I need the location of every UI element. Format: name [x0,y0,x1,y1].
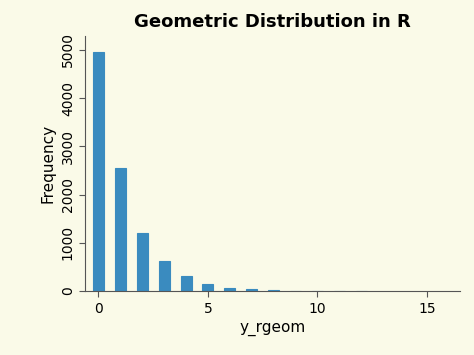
Bar [268,290,279,291]
Bar [93,53,104,291]
Bar [224,288,235,291]
Bar [246,289,257,291]
Title: Geometric Distribution in R: Geometric Distribution in R [134,13,411,31]
Bar [137,233,148,291]
Bar [202,284,213,291]
Bar [159,261,170,291]
Y-axis label: Frequency: Frequency [40,124,55,203]
X-axis label: y_rgeom: y_rgeom [239,321,306,336]
Bar [181,276,191,291]
Bar [115,168,126,291]
